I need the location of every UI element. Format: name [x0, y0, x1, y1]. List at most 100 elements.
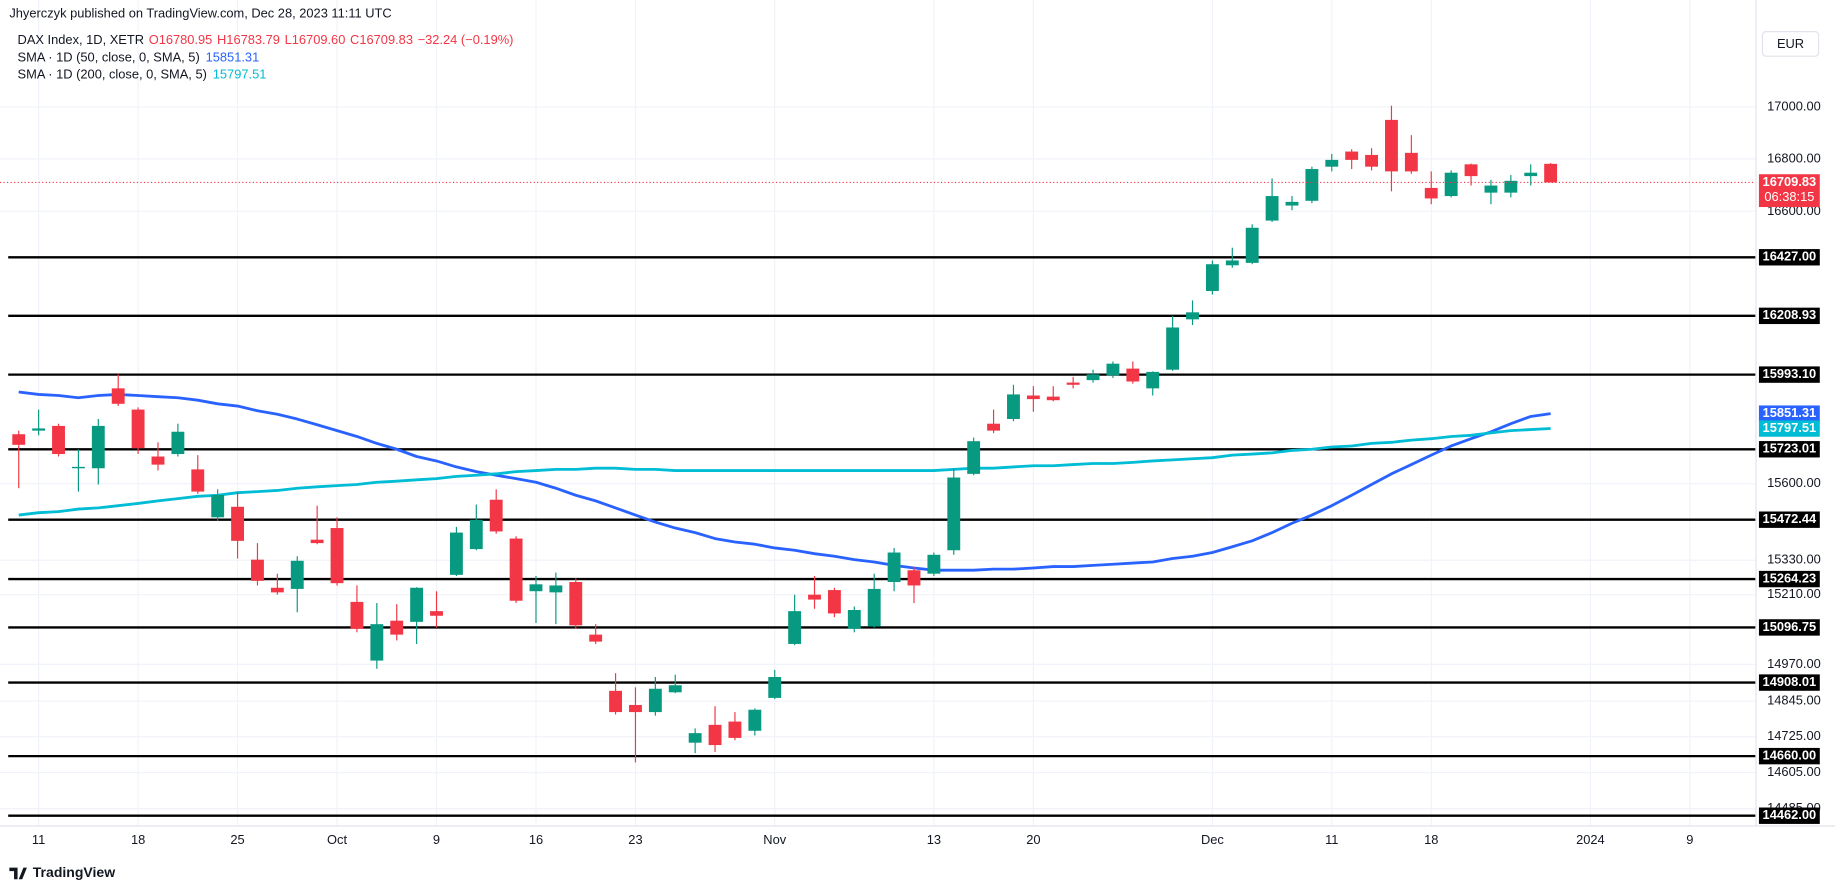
candle-body [1365, 154, 1379, 167]
candle-body [489, 499, 503, 532]
candle-body [648, 688, 662, 713]
candle-body [1325, 159, 1339, 167]
candle-body [1166, 327, 1180, 370]
candle-body [947, 477, 961, 551]
candle-body [668, 685, 682, 693]
candle-body [32, 428, 46, 431]
candle-body [1066, 382, 1080, 385]
level-label: 15264.23 [1763, 570, 1817, 585]
candle-body [1265, 196, 1279, 221]
candle-body [270, 587, 284, 593]
countdown: 06:38:15 [1764, 189, 1814, 204]
x-tick-label: Nov [763, 832, 786, 847]
x-tick-label: 2024 [1576, 832, 1605, 847]
level-label-box [1758, 619, 1820, 636]
candle-body [430, 611, 443, 616]
y-tick-label: 16800.00 [1767, 150, 1821, 165]
candle-body [1464, 164, 1478, 177]
y-tick-label: 14970.00 [1767, 656, 1821, 671]
candle-body [1007, 394, 1020, 419]
candle-body [131, 409, 145, 449]
legend-series: SMA · 1D (200, close, 0, SMA, 5) 15797.51 [18, 67, 267, 82]
candle-body [1504, 180, 1518, 193]
candle-body [1424, 187, 1438, 199]
candle-body [251, 559, 264, 581]
level-label-box [1758, 747, 1820, 765]
candle-body [111, 388, 125, 404]
legend-series: SMA · 1D (50, close, 0, SMA, 5) 15851.31 [18, 50, 260, 65]
logo-icon [9, 867, 27, 880]
level-label: 14462.00 [1763, 807, 1817, 822]
candle-body [350, 601, 364, 629]
x-tick-label: 23 [628, 832, 642, 847]
level-label: 16427.00 [1763, 249, 1817, 264]
legend-series-value: 15851.31 [206, 50, 260, 65]
x-tick-label: Dec [1201, 832, 1224, 847]
candle-body [967, 441, 981, 474]
candle-body [1484, 185, 1498, 193]
sma-label-box [1758, 405, 1820, 422]
plot-area [0, 0, 1756, 826]
candle-body [390, 620, 404, 635]
legend-symbol: DAX Index, 1D, XETR [18, 32, 144, 47]
level-label: 15472.44 [1763, 511, 1817, 526]
currency-box[interactable] [1761, 31, 1820, 57]
candle-body [1186, 312, 1199, 320]
legend-series-name: SMA · 1D (50, close, 0, SMA, 5) [18, 50, 200, 65]
x-tick-label: 11 [1325, 832, 1338, 847]
candle-body [330, 528, 344, 584]
candle-body [1385, 119, 1398, 172]
candle-body [91, 425, 105, 469]
candle-body [549, 585, 563, 593]
legend-ohlc: H16783.79 [217, 32, 280, 47]
publisher: Jhyerczyk published on TradingView.com, … [9, 5, 391, 20]
x-tick-label: 11 [32, 832, 45, 847]
sma-label-box [1758, 420, 1820, 437]
candle-body [171, 431, 185, 455]
candle-body [191, 469, 205, 492]
candle-body [509, 538, 523, 601]
legend-main: DAX Index, 1D, XETR O16780.95 H16783.79 L16… [18, 32, 514, 47]
candle-body [211, 494, 225, 518]
brand-logo [9, 867, 27, 880]
level-label-box [1758, 307, 1820, 325]
level-label-box [1758, 441, 1820, 458]
currency[interactable]: EUR [1777, 36, 1804, 51]
candle-body [1126, 368, 1140, 382]
candle-body [52, 425, 65, 455]
x-tick-label: 9 [433, 832, 440, 847]
candle-body [1046, 396, 1060, 401]
level-label: 15096.75 [1763, 619, 1817, 634]
level-label: 15723.01 [1763, 441, 1817, 456]
candle-body [1345, 151, 1359, 160]
candle-body [310, 539, 324, 544]
candle-body [1205, 264, 1219, 292]
candle-body [71, 466, 85, 469]
candle-body [1305, 169, 1319, 201]
level-label-box [1758, 511, 1820, 528]
candle-body [1444, 172, 1458, 197]
x-tick-label: 13 [927, 832, 941, 847]
candle-body [808, 594, 821, 600]
legend-change: −32.24 (−0.19%) [418, 32, 514, 47]
legend-ohlc: O16780.95 [149, 32, 213, 47]
level-label-box [1758, 674, 1820, 691]
y-tick-label: 15210.00 [1767, 586, 1821, 601]
candle-body [907, 570, 921, 586]
legend-series-name: SMA · 1D (200, close, 0, SMA, 5) [18, 67, 207, 82]
level-label-box [1758, 807, 1820, 824]
level-label: 14908.01 [1763, 674, 1817, 689]
candle-body [629, 704, 642, 713]
legend-series-value: 15797.51 [213, 67, 267, 82]
candle-body [867, 588, 881, 627]
last-price-label: 16709.83 [1763, 174, 1817, 189]
candle-body [987, 423, 1001, 431]
candle-body [12, 434, 26, 445]
candle-body [887, 552, 901, 583]
y-tick-label: 15330.00 [1767, 552, 1821, 567]
candle-body [827, 590, 841, 614]
candle-body [748, 709, 762, 731]
candle-body [788, 611, 802, 644]
